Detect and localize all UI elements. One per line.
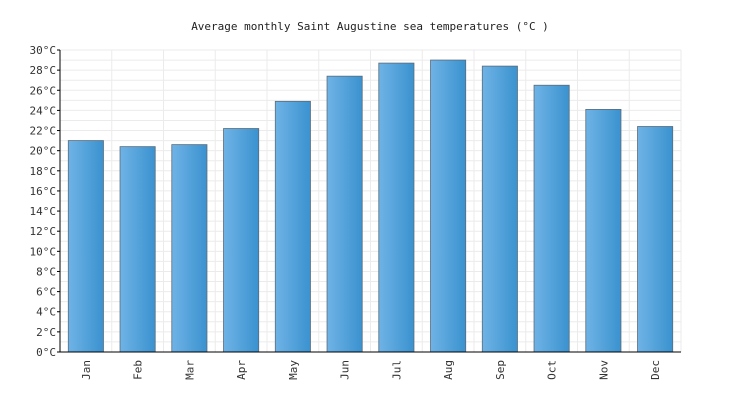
- y-tick-label: 6°C: [36, 286, 56, 299]
- x-tick-label: May: [287, 360, 300, 380]
- x-tick-label: Jul: [390, 360, 403, 380]
- bar-may: [274, 100, 311, 353]
- y-tick-label: 24°C: [30, 104, 57, 117]
- x-tick-label: Mar: [183, 360, 196, 380]
- y-tick-label: 28°C: [30, 64, 57, 77]
- x-tick-label: Dec: [649, 360, 662, 380]
- x-tick-label: Apr: [235, 360, 248, 380]
- y-tick-label: 16°C: [30, 185, 57, 198]
- y-tick-label: 18°C: [30, 165, 57, 178]
- y-tick-label: 0°C: [36, 346, 56, 359]
- y-tick-label: 20°C: [30, 145, 57, 158]
- y-tick-label: 2°C: [36, 326, 56, 339]
- x-tick-label: Nov: [597, 360, 610, 380]
- bar-jul: [378, 62, 415, 353]
- bar-jan: [67, 140, 104, 353]
- y-tick-label: 12°C: [30, 225, 57, 238]
- x-tick-labels: Jan Feb Mar Apr May Jun Jul Aug Sep Oct Nov Dec: [80, 360, 662, 380]
- x-tick-label: Jan: [80, 360, 93, 380]
- bar-dec: [637, 126, 674, 353]
- y-tick-label: 22°C: [30, 125, 57, 138]
- chart-title: Average monthly Saint Augustine sea temp…: [191, 20, 549, 33]
- bar-mar: [171, 144, 208, 353]
- bar-apr: [223, 128, 260, 353]
- bar-aug: [430, 59, 467, 353]
- bar-feb: [119, 146, 156, 353]
- y-tick-label: 10°C: [30, 245, 57, 258]
- y-tick-label: 30°C: [30, 44, 57, 57]
- bar-sep: [481, 65, 518, 353]
- x-tick-label: Sep: [494, 360, 507, 380]
- bar-jun: [326, 75, 363, 353]
- bar-nov: [585, 108, 622, 353]
- x-tick-label: Oct: [546, 360, 559, 380]
- x-tick-label: Jun: [339, 360, 352, 380]
- grid-lines: [60, 49, 682, 352]
- y-tick-labels: 0°C 2°C 4°C 6°C 8°C 10°C 12°C 14°C 16°C 18°C 20°C 2…: [30, 44, 60, 359]
- y-tick-label: 8°C: [36, 265, 56, 278]
- bar-oct: [533, 84, 570, 353]
- bars: [67, 59, 674, 353]
- y-tick-label: 26°C: [30, 84, 57, 97]
- x-tick-label: Feb: [132, 360, 145, 380]
- y-tick-label: 14°C: [30, 205, 57, 218]
- x-tick-label: Aug: [442, 360, 455, 380]
- y-tick-label: 4°C: [36, 306, 56, 319]
